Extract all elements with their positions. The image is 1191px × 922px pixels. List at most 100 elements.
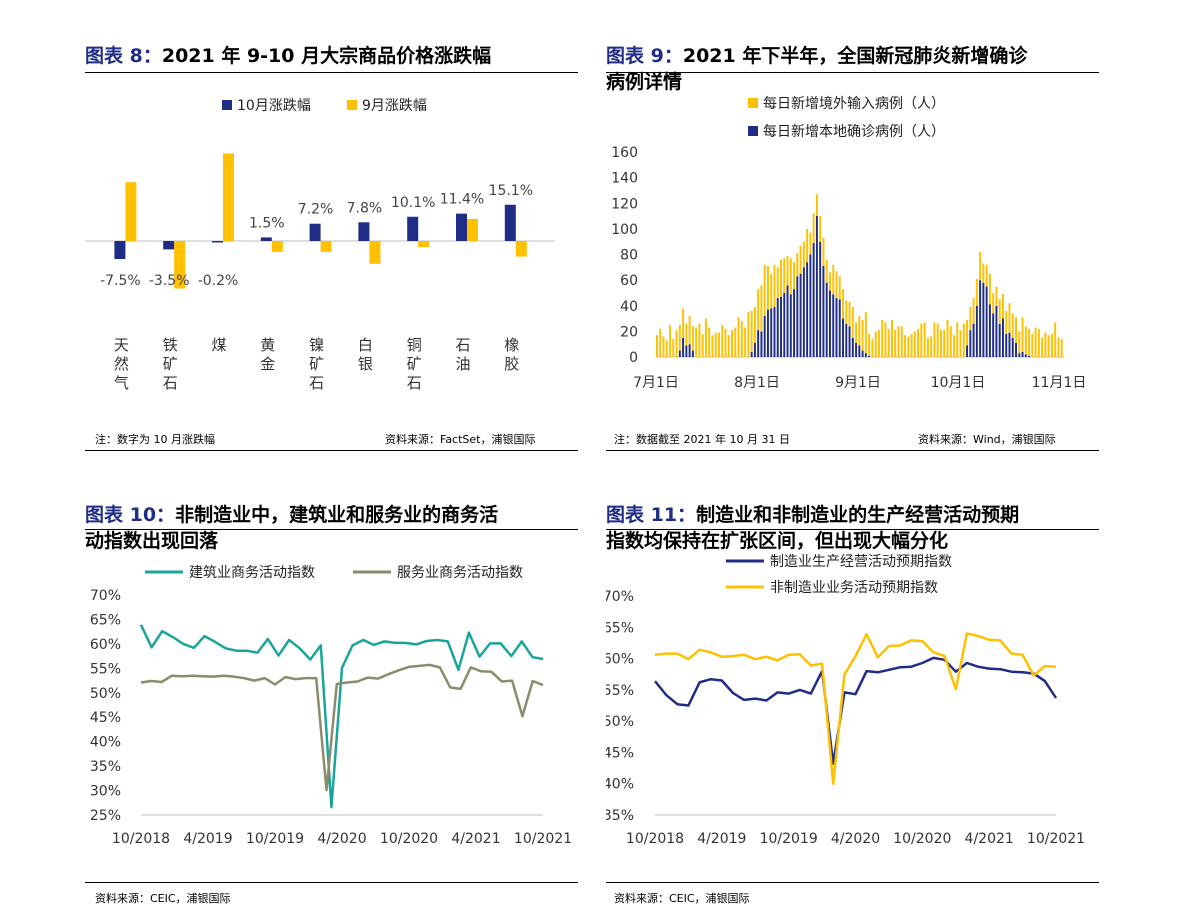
legend-label-local: 每日新增本地确诊病例（人） [763, 124, 945, 140]
bar-imported [838, 276, 841, 300]
bar-imported [760, 285, 763, 332]
bar-imported [897, 326, 900, 357]
y-tick-label: 45% [606, 745, 634, 761]
bar-local [845, 323, 848, 357]
bar-imported [917, 328, 920, 357]
category-label: 石 [455, 336, 470, 354]
bar-imported [949, 326, 952, 357]
category-label: 银 [358, 355, 373, 373]
title-prefix: 图表 10： [85, 504, 176, 526]
bar-local [855, 342, 858, 357]
y-tick-label: 160 [611, 145, 638, 161]
panel-title: 图表 11：制造业和非制造业的生产经营活动预期 指数均保持在扩张区间，但出现大幅… [606, 476, 1019, 554]
bar-local [988, 304, 991, 357]
bar-imported [1018, 331, 1021, 354]
bar-imported [1031, 333, 1034, 357]
x-tick-label: 9月1日 [835, 375, 881, 391]
bar-imported [780, 259, 782, 297]
bar-local [828, 290, 831, 357]
bar-imported [799, 245, 802, 274]
y-tick-label: 35% [90, 759, 121, 775]
bar-imported [731, 330, 734, 357]
bar-imported [701, 333, 704, 357]
y-tick-label: 40% [90, 735, 121, 751]
bar-sep [223, 153, 234, 241]
bar-imported [871, 339, 874, 357]
bar-imported [998, 299, 1001, 324]
bar-imported [933, 322, 936, 357]
bar-imported [835, 271, 838, 299]
bar-imported [747, 312, 750, 357]
bar-imported [1037, 328, 1040, 357]
x-tick-label: 11月1日 [1032, 375, 1087, 391]
title-prefix: 图表 8： [85, 45, 162, 67]
bar-imported [868, 333, 871, 356]
title-rule [85, 529, 578, 530]
data-label: 1.5% [249, 215, 285, 231]
y-tick-label: 140 [611, 171, 638, 187]
panel-expectations: 图表 11：制造业和非制造业的生产经营活动预期 指数均保持在扩张区间，但出现大幅… [606, 460, 1099, 922]
x-tick-label: 4/2019 [697, 831, 746, 847]
y-tick-label: 70% [606, 589, 634, 605]
bar-imported [864, 312, 867, 354]
bar-imported [688, 316, 691, 345]
series-line [654, 656, 1058, 765]
x-tick-label: 4/2019 [183, 831, 232, 847]
panel-non-manufacturing: 图表 10：非制造业中，建筑业和服务业的商务活 动指数出现回落 建筑业商务活动指… [85, 460, 578, 922]
bar-local [812, 242, 815, 357]
panel-title: 图表 9：2021 年下半年，全国新冠肺炎新增确诊 病例详情 [606, 17, 1027, 95]
bar-imported [757, 289, 760, 331]
bar-local [780, 296, 782, 357]
bar-local [796, 276, 799, 357]
bar-imported [812, 213, 815, 243]
bar-imported [1011, 313, 1014, 338]
y-tick-label: 60% [90, 637, 121, 653]
bar-sep [125, 182, 137, 241]
bar-imported [718, 332, 720, 357]
y-tick-label: 65% [90, 612, 121, 628]
panel-covid: 图表 9：2021 年下半年，全国新冠肺炎新增确诊 病例详情 每日新增境外输入病… [606, 0, 1099, 460]
y-tick-label: 50% [90, 686, 121, 702]
bar-imported [766, 266, 769, 310]
y-tick-label: 20 [620, 324, 638, 340]
bar-imported [786, 255, 789, 286]
category-label: 铜 [407, 336, 422, 354]
series-line [139, 624, 544, 809]
x-tick-label: 8月1日 [734, 375, 780, 391]
bar-oct [504, 204, 516, 241]
category-label: 油 [455, 355, 470, 373]
category-label: 金 [260, 355, 275, 373]
bar-imported [783, 258, 786, 293]
panel-commodity: 图表 8：2021 年 9-10 月大宗商品价格涨跌幅 10月涨跌幅 9月涨跌幅 -… [85, 0, 578, 460]
bar-imported [796, 253, 799, 277]
y-tick-label: 55% [90, 661, 121, 677]
x-tick-label: 10/2020 [893, 831, 951, 847]
bar-imported [793, 262, 796, 290]
bar-imported [789, 258, 792, 295]
data-label: 15.1% [489, 183, 533, 199]
bar-imported [1028, 328, 1031, 356]
bar-local [998, 323, 1001, 357]
bar-imported [913, 331, 916, 357]
bar-imported [659, 328, 662, 357]
x-tick-label: 4/2020 [831, 831, 880, 847]
bar-imported [1054, 322, 1057, 357]
bar-local [842, 318, 845, 357]
y-tick-label: 35% [606, 808, 634, 824]
bar-imported [721, 324, 724, 357]
bar-imported [1041, 337, 1044, 357]
bar-imported [753, 307, 756, 343]
y-tick-label: 65% [606, 620, 634, 636]
bar-imported [662, 336, 665, 357]
bar-local [851, 337, 854, 357]
bottom-rule [606, 882, 1099, 883]
bar-imported [891, 319, 893, 357]
title-text: 非制造业中，建筑业和服务业的商务活 动指数出现回落 [85, 504, 499, 552]
bar-local [753, 342, 756, 357]
panel-title: 图表 10：非制造业中，建筑业和服务业的商务活 动指数出现回落 [85, 476, 498, 554]
bar-sep [418, 241, 430, 247]
legend-label: 建筑业商务活动指数 [189, 565, 315, 581]
bar-imported [1044, 332, 1047, 357]
bar-imported [985, 264, 988, 287]
bar-imported [1060, 339, 1063, 357]
